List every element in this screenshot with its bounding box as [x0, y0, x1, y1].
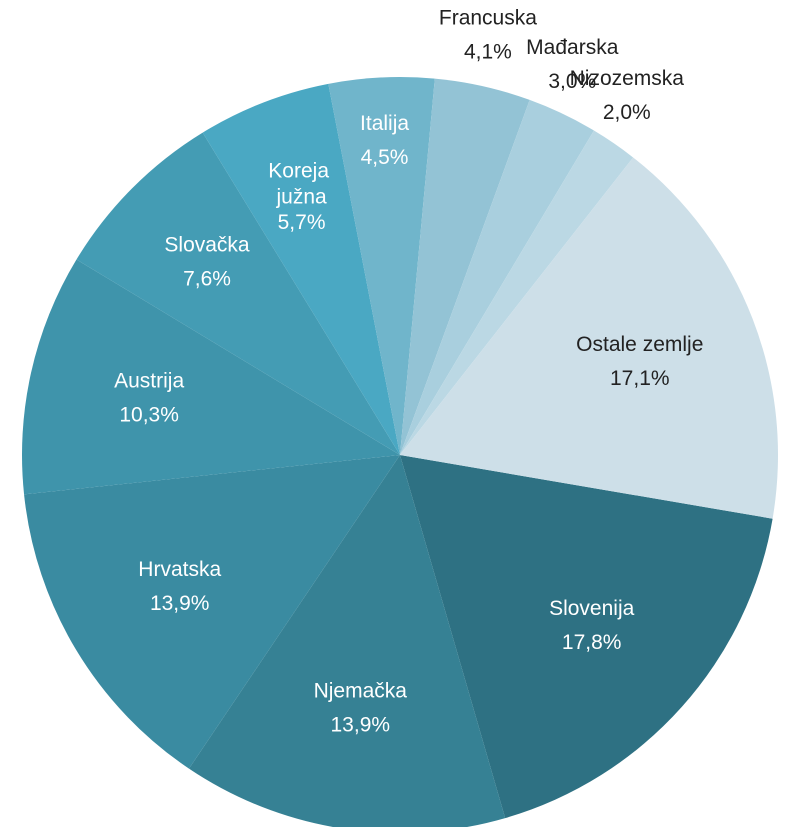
pie-slice: [22, 259, 401, 495]
slice-label: Italija: [360, 112, 409, 135]
slice-label: Slovenija: [549, 597, 635, 620]
value-label: 7,6%: [183, 268, 231, 291]
slice-label: Slovačka: [164, 234, 250, 257]
pie-slice: [188, 455, 506, 827]
value-label: 13,9%: [331, 713, 391, 736]
pie-slice: [400, 157, 778, 519]
slice-label: Ostale zemlje: [576, 333, 703, 356]
pie-slice: [24, 455, 400, 769]
value-label: 5,7%: [278, 211, 326, 234]
value-label: 17,1%: [610, 367, 670, 390]
value-label: 4,5%: [361, 146, 409, 169]
pie-slice: [400, 99, 594, 455]
value-label: 13,9%: [150, 592, 210, 615]
value-label: 3,0%: [548, 70, 596, 93]
slice-label: Mađarska: [526, 36, 619, 59]
pie-slice: [400, 78, 530, 455]
slice-label: Nizozemska: [570, 67, 685, 90]
slice-label: Francuska: [439, 7, 537, 30]
value-label: 17,8%: [562, 631, 622, 654]
pie-slice: [400, 455, 773, 819]
value-label: 4,1%: [464, 41, 512, 64]
value-label: 10,3%: [119, 404, 179, 427]
pie-slice: [400, 130, 634, 455]
slice-label: Njemačka: [314, 679, 408, 702]
value-label: 2,0%: [603, 101, 651, 124]
pie-slice: [202, 83, 400, 455]
pie-slice: [328, 76, 435, 455]
slice-label: Austrija: [114, 370, 184, 393]
slice-label: Hrvatska: [138, 558, 221, 581]
pie-slice: [76, 132, 400, 456]
slice-label: Koreja južna: [268, 159, 335, 208]
